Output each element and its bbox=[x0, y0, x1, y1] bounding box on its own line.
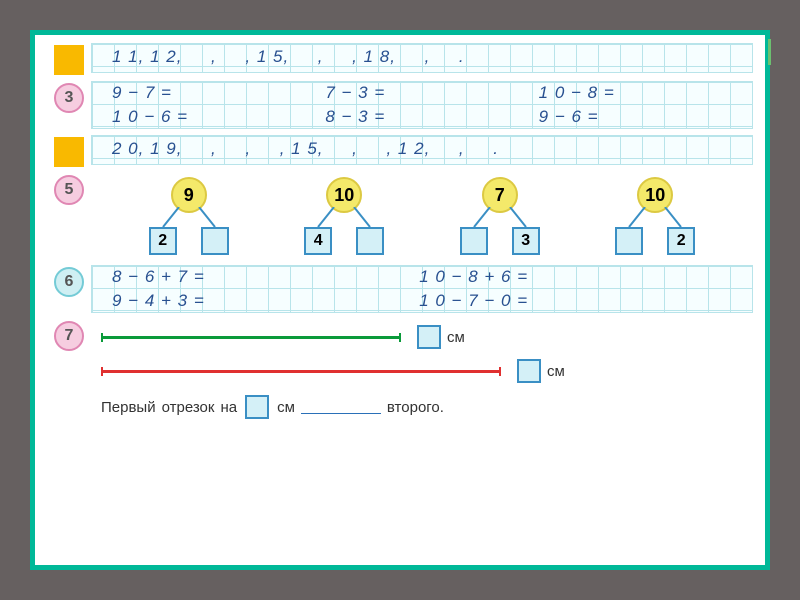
word-3: на bbox=[220, 399, 237, 416]
bond-1: 9 2 bbox=[139, 177, 239, 255]
segments-area: см см bbox=[91, 319, 753, 395]
grid-sequence-1[interactable]: 1 1, 1 2, , , 1 5, , , 1 8, , . bbox=[91, 43, 753, 73]
bond-1-right[interactable] bbox=[201, 227, 229, 255]
worksheet-page: 1 1, 1 2, , , 1 5, , , 1 8, , . 3 9 − 7 … bbox=[30, 30, 770, 570]
ex3-r1c2: 7 − 3 = bbox=[325, 82, 538, 106]
marker-3-label: 3 bbox=[65, 89, 74, 107]
word-4: см bbox=[277, 399, 295, 416]
bond-1-left: 2 bbox=[149, 227, 177, 255]
bond-3-right: 3 bbox=[512, 227, 540, 255]
exercise-5: 5 9 2 10 4 7 bbox=[47, 173, 753, 259]
difference-answer-box[interactable] bbox=[245, 395, 269, 419]
bond-2-left: 4 bbox=[304, 227, 332, 255]
bond-2: 10 4 bbox=[294, 177, 394, 255]
ex3-r1c3: 1 0 − 8 = bbox=[539, 82, 752, 106]
marker-7-label: 7 bbox=[65, 327, 74, 345]
segment-2-line bbox=[101, 370, 501, 373]
bond-3: 7 3 bbox=[450, 177, 550, 255]
word-5: второго. bbox=[387, 399, 444, 416]
ex3-r1c1: 9 − 7 = bbox=[112, 82, 325, 106]
box-marker bbox=[54, 137, 84, 167]
segment-2-answer-box[interactable] bbox=[517, 359, 541, 383]
segment-1-row: см bbox=[101, 325, 743, 349]
word-2: отрезок bbox=[162, 399, 215, 416]
marker-7: 7 bbox=[54, 321, 84, 351]
bond-3-left[interactable] bbox=[460, 227, 488, 255]
grid-sequence-2[interactable]: 2 0, 1 9, , , , 1 5, , , 1 2, , . bbox=[91, 135, 753, 165]
comparison-sentence: Первый отрезок на см второго. bbox=[91, 395, 753, 419]
segment-1-unit: см bbox=[447, 329, 465, 346]
segment-1-answer-box[interactable] bbox=[417, 325, 441, 349]
exercise-sequence-1: 1 1, 1 2, , , 1 5, , , 1 8, , . bbox=[47, 43, 753, 75]
ex3-r2c3: 9 − 6 = bbox=[539, 106, 752, 130]
ex3-r2c2: 8 − 3 = bbox=[325, 106, 538, 130]
segment-1-line bbox=[101, 336, 401, 339]
ex3-r2c1: 1 0 − 6 = bbox=[112, 106, 325, 130]
marker-6-label: 6 bbox=[65, 273, 74, 291]
segment-2-row: см bbox=[101, 359, 743, 383]
box-marker bbox=[54, 45, 84, 75]
bond-4-right: 2 bbox=[667, 227, 695, 255]
marker-5-label: 5 bbox=[65, 181, 74, 199]
ex6-r2c1: 9 − 4 + 3 = bbox=[112, 290, 419, 314]
exercise-7: 7 см см Первый отрезок на см bbox=[47, 319, 753, 419]
ex6-r1c1: 8 − 6 + 7 = bbox=[112, 266, 419, 290]
page-edge-mark bbox=[768, 39, 771, 65]
segment-2-unit: см bbox=[547, 363, 565, 380]
bond-2-right[interactable] bbox=[356, 227, 384, 255]
marker-6: 6 bbox=[54, 267, 84, 297]
comparison-blank[interactable] bbox=[301, 400, 381, 414]
marker-5: 5 bbox=[54, 175, 84, 205]
marker-3: 3 bbox=[54, 83, 84, 113]
ex6-r2c2: 1 0 − 7 − 0 = bbox=[419, 290, 752, 314]
exercise-6: 6 8 − 6 + 7 = 1 0 − 8 + 6 = 9 − 4 + 3 = … bbox=[47, 265, 753, 313]
grid-ex3[interactable]: 9 − 7 = 7 − 3 = 1 0 − 8 = 1 0 − 6 = 8 − … bbox=[91, 81, 753, 129]
sequence-1-text: 1 1, 1 2, , , 1 5, , , 1 8, , . bbox=[92, 44, 752, 74]
bond-4: 10 2 bbox=[605, 177, 705, 255]
exercise-sequence-2: 2 0, 1 9, , , , 1 5, , , 1 2, , . bbox=[47, 135, 753, 167]
sequence-2-text: 2 0, 1 9, , , , 1 5, , , 1 2, , . bbox=[92, 136, 752, 166]
word-1: Первый bbox=[101, 399, 156, 416]
exercise-3: 3 9 − 7 = 7 − 3 = 1 0 − 8 = 1 0 − 6 = 8 … bbox=[47, 81, 753, 129]
bond-4-left[interactable] bbox=[615, 227, 643, 255]
number-bonds: 9 2 10 4 7 3 10 bbox=[91, 173, 753, 259]
ex6-r1c2: 1 0 − 8 + 6 = bbox=[419, 266, 752, 290]
grid-ex6[interactable]: 8 − 6 + 7 = 1 0 − 8 + 6 = 9 − 4 + 3 = 1 … bbox=[91, 265, 753, 313]
